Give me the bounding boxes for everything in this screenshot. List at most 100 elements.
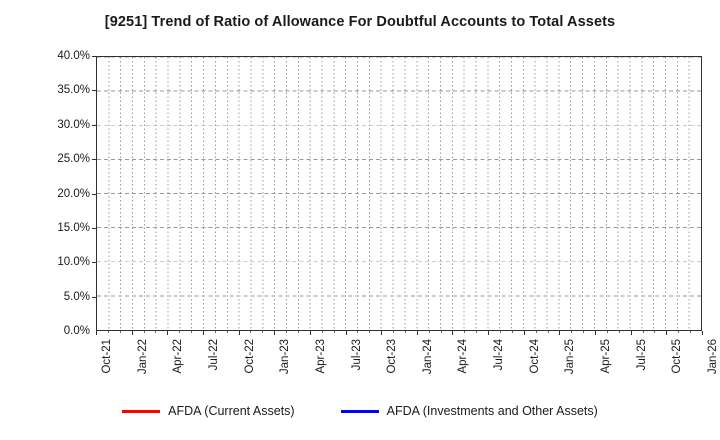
y-tick-label: 35.0%	[57, 84, 90, 97]
x-minor-tick	[333, 331, 335, 333]
y-tick-mark	[92, 262, 97, 264]
x-minor-tick	[464, 331, 466, 333]
x-tick-mark	[167, 331, 169, 335]
x-tick-label: Apr-24	[457, 339, 470, 374]
x-tick-label: Jan-25	[564, 339, 577, 375]
y-tick-label: 40.0%	[57, 50, 90, 62]
x-tick-mark	[274, 331, 276, 335]
x-tick-label: Jul-25	[635, 339, 648, 371]
x-minor-tick	[393, 331, 395, 333]
y-tick-mark	[92, 124, 97, 126]
x-tick-label: Oct-23	[386, 339, 399, 374]
x-minor-tick	[404, 331, 406, 333]
legend-label: AFDA (Current Assets)	[168, 404, 295, 418]
x-minor-tick	[606, 331, 608, 333]
x-minor-tick	[369, 331, 371, 333]
data-series-layer	[97, 57, 701, 330]
x-tick-label: Jan-24	[421, 339, 434, 375]
x-minor-tick	[357, 331, 359, 333]
x-tick-label: Oct-25	[671, 339, 684, 374]
x-tick-mark	[559, 331, 561, 335]
x-tick-mark	[488, 331, 490, 335]
x-tick-mark	[309, 331, 311, 335]
x-minor-tick	[440, 331, 442, 333]
x-tick-label: Apr-25	[600, 339, 613, 374]
x-minor-tick	[191, 331, 193, 333]
x-tick-mark	[452, 331, 454, 335]
x-tick-mark	[238, 331, 240, 335]
x-minor-tick	[226, 331, 228, 333]
y-tick-label: 20.0%	[57, 187, 90, 200]
x-minor-tick	[298, 331, 299, 333]
chart-title: [9251] Trend of Ratio of Allowance For D…	[104, 14, 616, 30]
x-tick-mark	[131, 331, 133, 335]
x-minor-tick	[654, 331, 656, 333]
x-minor-tick	[571, 331, 573, 333]
x-minor-tick	[119, 331, 121, 333]
y-tick-mark	[92, 90, 97, 92]
y-tick-mark	[92, 193, 97, 195]
x-minor-tick	[547, 331, 549, 333]
chart-legend: AFDA (Current Assets) AFDA (Investments a…	[0, 404, 720, 418]
plot-area	[96, 56, 702, 331]
legend-label: AFDA (Investments and Other Assets)	[386, 404, 598, 418]
x-minor-tick	[214, 331, 216, 333]
x-minor-tick	[511, 331, 513, 333]
x-tick-mark	[96, 331, 97, 335]
x-tick-mark	[702, 331, 703, 335]
x-minor-tick	[678, 331, 680, 333]
x-tick-label: Oct-21	[101, 339, 113, 374]
x-tick-label: Apr-23	[314, 339, 327, 374]
x-minor-tick	[107, 331, 109, 333]
x-tick-mark	[595, 331, 597, 335]
x-minor-tick	[262, 331, 264, 333]
y-tick-label: 25.0%	[57, 153, 90, 166]
x-minor-tick	[690, 331, 692, 333]
x-minor-tick	[583, 331, 585, 333]
x-minor-tick	[535, 331, 537, 333]
legend-item[interactable]: AFDA (Investments and Other Assets)	[340, 404, 598, 418]
x-minor-tick	[155, 331, 157, 333]
x-minor-tick	[500, 331, 501, 333]
x-minor-tick	[321, 331, 323, 333]
x-tick-label: Jul-23	[350, 339, 363, 371]
x-tick-label: Oct-24	[528, 339, 541, 374]
x-tick-label: Jan-23	[279, 339, 292, 375]
x-tick-label: Jul-22	[207, 339, 220, 371]
x-tick-label: Apr-22	[172, 339, 185, 374]
x-tick-mark	[523, 331, 525, 335]
x-minor-tick	[476, 331, 478, 333]
x-minor-tick	[286, 331, 288, 333]
y-tick-mark	[92, 296, 97, 298]
gridlines	[97, 57, 701, 330]
y-tick-label: 10.0%	[57, 256, 90, 269]
y-tick-mark	[92, 56, 97, 57]
legend-line-swatch	[122, 409, 161, 413]
x-minor-tick	[143, 331, 145, 333]
x-tick-mark	[666, 331, 668, 335]
x-tick-label: Jan-22	[136, 339, 149, 375]
y-tick-label: 5.0%	[63, 290, 90, 303]
x-tick-mark	[630, 331, 632, 335]
x-tick-mark	[345, 331, 347, 335]
x-tick-mark	[202, 331, 204, 335]
y-tick-label: 15.0%	[57, 221, 90, 234]
legend-item[interactable]: AFDA (Current Assets)	[122, 404, 295, 418]
legend-line-swatch	[340, 409, 379, 413]
y-tick-mark	[92, 159, 97, 161]
y-tick-label: 30.0%	[57, 118, 90, 131]
x-tick-label: Jul-24	[493, 339, 506, 371]
y-axis: 0.0% 5.0% 10.0% 15.0% 20.0% 25.0% 30.0% 35.0% 40…	[0, 0, 97, 440]
x-axis: Oct-21 Jan-22 Apr-22 Jul-22 Oct-22 Jan-23 Apr-…	[0, 331, 720, 401]
x-tick-mark	[416, 331, 418, 335]
x-minor-tick	[250, 331, 252, 333]
x-tick-mark	[381, 331, 383, 335]
x-minor-tick	[179, 331, 181, 333]
x-tick-label: Oct-22	[243, 339, 256, 374]
x-minor-tick	[642, 331, 644, 333]
x-tick-label: Jan-26	[707, 339, 719, 375]
y-tick-mark	[92, 227, 97, 229]
x-minor-tick	[428, 331, 430, 333]
x-minor-tick	[618, 331, 620, 333]
